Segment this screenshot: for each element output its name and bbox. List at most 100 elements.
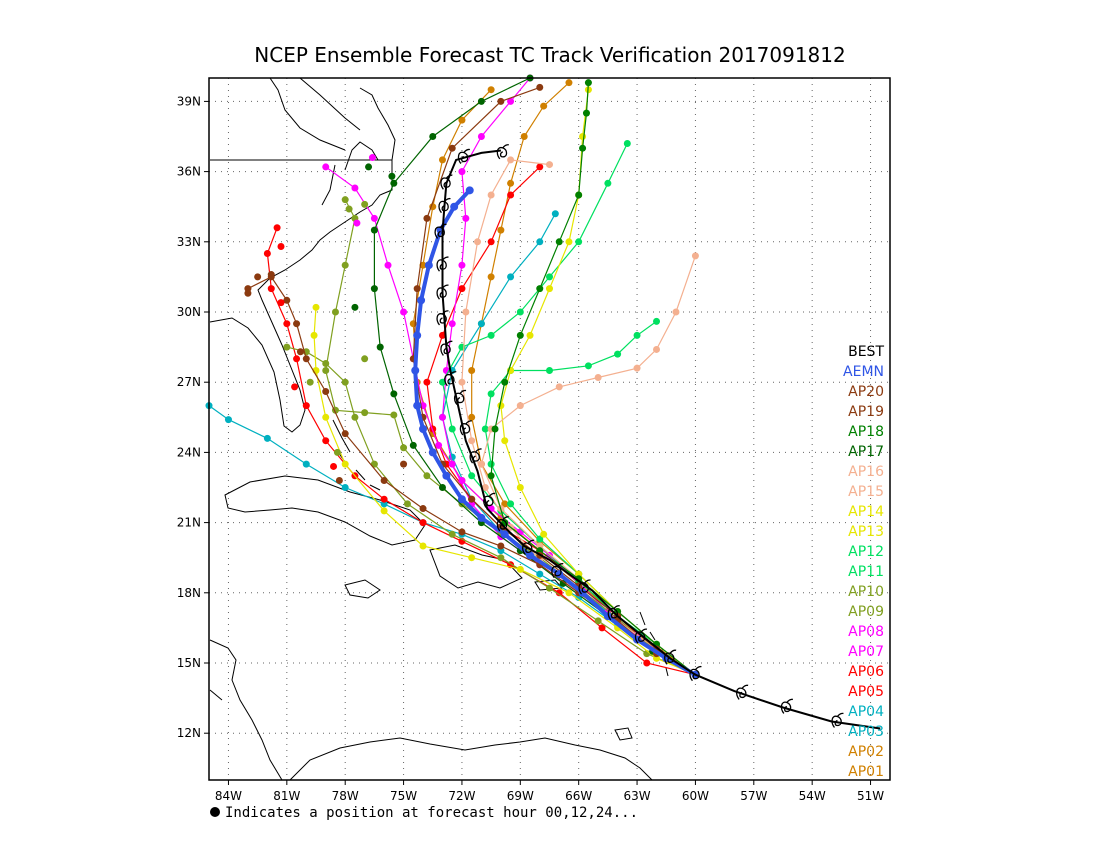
- legend-item-ap15: AP15: [848, 484, 884, 500]
- track-point-ap12: [481, 425, 489, 433]
- track-point-ap10: [497, 554, 505, 562]
- chesapeake-outline: [321, 87, 396, 206]
- track-point-ap13: [310, 331, 318, 339]
- track-point-aemn: [442, 471, 451, 480]
- track-point-ap06: [283, 320, 291, 328]
- track-point-ap12: [507, 500, 515, 508]
- legend-item-ap11: AP11: [848, 564, 884, 580]
- track-point-ap06: [598, 624, 606, 632]
- track-point-ap15: [546, 161, 553, 169]
- hurricane-symbol-icon: [436, 310, 449, 326]
- track-point-ap09: [331, 308, 339, 316]
- track-point-ap10: [594, 617, 602, 625]
- track-point-ap10: [283, 343, 291, 351]
- forecast-dot: [296, 348, 304, 356]
- y-tick-label: 18N: [177, 586, 201, 600]
- track-point-ap15: [458, 378, 466, 386]
- track-point-ap05: [507, 191, 515, 199]
- track-ap14: [500, 89, 696, 676]
- track-point-aemn: [413, 331, 422, 340]
- track-point-ap02: [520, 133, 528, 140]
- hurricane-symbol-icon: [496, 516, 510, 532]
- lat-lon-grid: [209, 78, 890, 780]
- track-point-ap16: [555, 383, 563, 391]
- track-ap09: [325, 199, 696, 676]
- track-point-aemn: [457, 495, 466, 504]
- x-tick-label: 60W: [682, 789, 709, 803]
- track-point-ap13: [380, 507, 388, 515]
- track-point-ap11: [623, 140, 631, 148]
- y-tick-label: 33N: [177, 235, 201, 249]
- track-point-ap18: [491, 425, 499, 433]
- track-point-ap04: [263, 434, 271, 442]
- track-ap06: [266, 227, 696, 676]
- track-point-ap16: [516, 402, 524, 410]
- track-point-ap13: [419, 542, 427, 550]
- track-point-ap17: [370, 226, 378, 234]
- track-point-ap07: [438, 413, 446, 421]
- track-point-ap03: [536, 238, 544, 246]
- track-point-ap08: [435, 441, 443, 449]
- track-point-ap05: [458, 285, 466, 293]
- track-point-ap13: [565, 589, 573, 597]
- hispaniola-outline: [429, 544, 523, 589]
- track-point-ap11: [546, 273, 553, 281]
- x-tick-label: 69W: [507, 789, 534, 803]
- legend-item-ap19: AP19: [848, 404, 884, 420]
- hurricane-symbol-icon: [459, 420, 473, 436]
- forecast-dot: [330, 462, 338, 470]
- legend-item-ap01: AP01: [848, 764, 884, 780]
- track-point-ap19: [448, 144, 456, 152]
- track-point-ap17: [390, 179, 398, 187]
- hurricane-symbol-icon: [444, 371, 457, 387]
- y-tick-label: 36N: [177, 165, 201, 179]
- track-point-ap09: [400, 444, 408, 452]
- track-point-ap14: [526, 331, 534, 339]
- legend-item-ap08: AP08: [848, 624, 884, 640]
- legend-item-ap20: AP20: [848, 384, 884, 400]
- track-point-ap09: [361, 409, 369, 417]
- track-point-ap14: [540, 530, 548, 538]
- track-point-ap05: [536, 163, 544, 171]
- hurricane-symbol-icon: [457, 148, 471, 164]
- track-point-ap09: [341, 196, 349, 204]
- track-ap17: [373, 77, 696, 676]
- hurricane-symbol-icon: [736, 684, 749, 700]
- hurricane-symbol-icon: [438, 197, 451, 214]
- track-point-ap04: [224, 416, 232, 424]
- track-point-ap13: [341, 460, 349, 468]
- track-point-ap15: [462, 308, 470, 316]
- track-point-ap20: [419, 505, 427, 513]
- track-point-aemn: [578, 588, 587, 597]
- track-point-ap12: [546, 367, 553, 374]
- track-point-ap06: [419, 519, 427, 527]
- track-point-ap10: [351, 413, 359, 421]
- great-lakes-outline: [210, 77, 361, 151]
- track-point-ap05: [438, 331, 446, 339]
- track-point-ap17: [376, 343, 384, 351]
- track-point-ap10: [403, 500, 411, 508]
- x-tick-label: 51W: [857, 789, 884, 803]
- track-point-ap12: [536, 535, 544, 543]
- hurricane-symbol-icon: [607, 605, 620, 621]
- x-tick-label: 63W: [623, 789, 650, 803]
- track-point-ap02: [468, 367, 476, 374]
- us-east-coast-outline: [209, 159, 393, 433]
- y-tick-label: 27N: [177, 375, 201, 389]
- footnote-dot: [210, 807, 220, 817]
- track-point-ap09: [341, 261, 349, 269]
- forecast-dot: [254, 273, 262, 281]
- x-tick-label: 72W: [448, 789, 475, 803]
- track-point-ap02: [468, 413, 476, 421]
- track-point-ap05: [487, 238, 495, 246]
- hurricane-symbol-icon: [634, 628, 648, 644]
- forecast-dot: [400, 460, 408, 468]
- track-point-ap11: [575, 238, 583, 246]
- track-point-ap15: [487, 191, 495, 199]
- hurricane-symbol-icon: [453, 389, 467, 405]
- track-point-ap10: [322, 359, 330, 367]
- cuba-outline: [224, 475, 426, 546]
- track-point-ap19: [468, 495, 476, 503]
- hurricane-symbol-icon: [440, 174, 453, 190]
- hurricane-symbol-icon: [436, 256, 449, 272]
